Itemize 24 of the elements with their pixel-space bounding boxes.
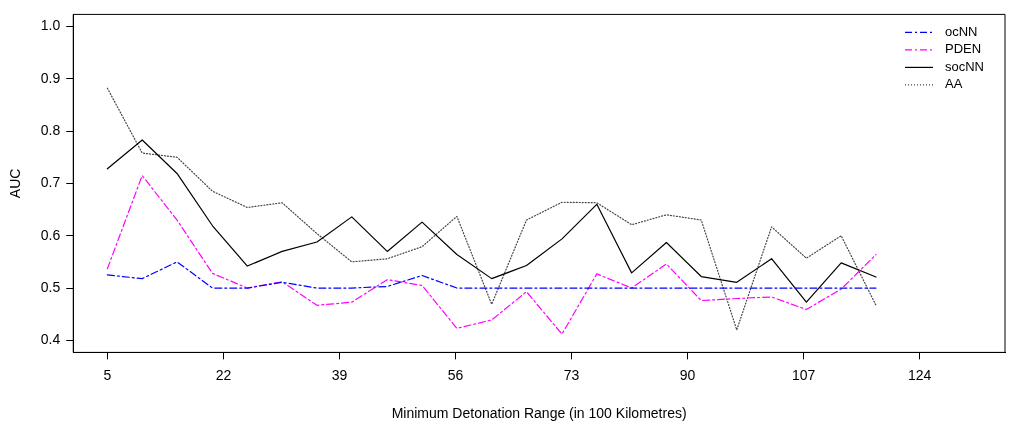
- x-tick-label: 39: [331, 366, 348, 383]
- x-tick-label: 5: [103, 366, 112, 383]
- x-tick-label: 56: [447, 366, 464, 383]
- legend-label: socNN: [945, 58, 985, 74]
- x-tick-label: 124: [908, 366, 932, 383]
- y-axis-title: AUC: [7, 168, 24, 199]
- y-tick-label: 0.5: [40, 278, 61, 295]
- line-series: [106, 87, 877, 331]
- x-tick-label: 22: [215, 366, 232, 383]
- y-tick-label: 0.6: [40, 226, 61, 243]
- x-tick-label: 90: [679, 366, 696, 383]
- line-series: [106, 261, 877, 289]
- x-tick-label: 73: [563, 366, 580, 383]
- x-axis-title: Minimum Detonation Range (in 100 Kilometres): [391, 405, 687, 422]
- y-tick-label: 0.7: [40, 174, 61, 191]
- line-series: [106, 174, 877, 335]
- legend-label: ocNN: [945, 23, 978, 39]
- legend-label: AA: [945, 76, 963, 92]
- y-tick-label: 0.9: [40, 69, 61, 86]
- y-tick-label: 0.4: [40, 331, 61, 348]
- x-tick-label: 107: [791, 366, 816, 383]
- y-tick-label: 0.8: [40, 121, 61, 138]
- legend-label: PDEN: [945, 41, 982, 57]
- y-tick-label: 1.0: [40, 17, 61, 34]
